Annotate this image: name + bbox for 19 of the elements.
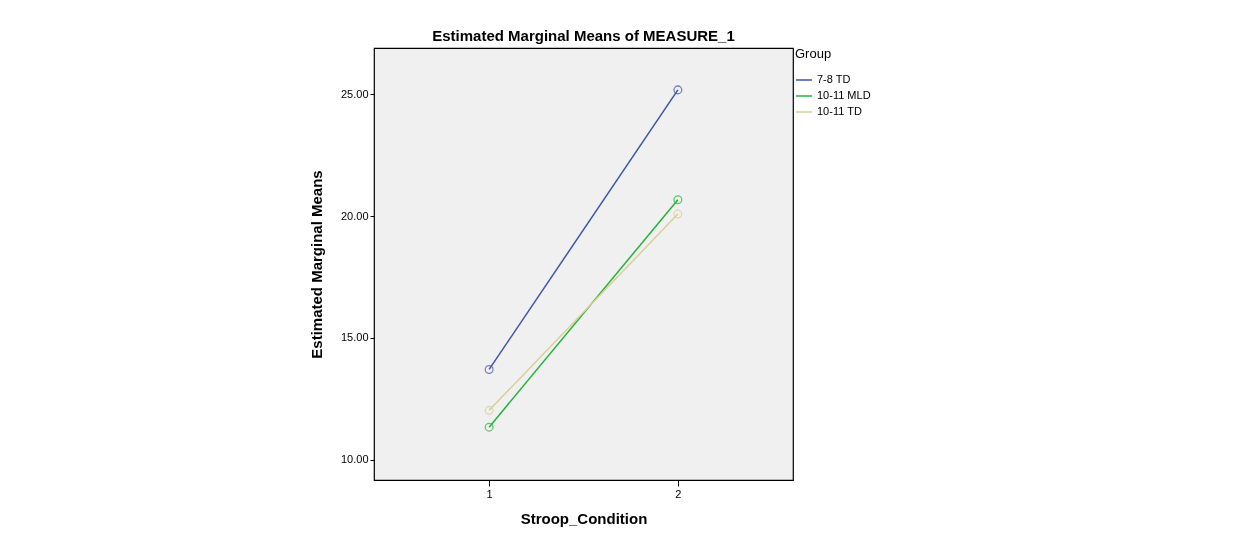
point [673,85,683,95]
y-tick-label: 20.00 [340,209,369,222]
y-axis-title: Estimated Marginal Means [307,170,325,359]
point [673,195,683,205]
x-tick-label: 2 [675,487,682,500]
legend-title: Group [795,46,832,61]
legend-label: 7-8 TD [817,73,851,85]
legend-label: 10-11 MLD [817,89,871,101]
y-tick-label: 10.00 [340,453,369,466]
point [484,422,494,432]
legend-label: 10-11 TD [817,105,862,117]
point [673,209,683,219]
chart-title: Estimated Marginal Means of MEASURE_1 [432,27,735,44]
y-tick-label: 25.00 [340,87,369,100]
y-tick-label: 15.00 [340,331,369,344]
x-tick-label: 1 [486,487,493,500]
x-axis-title: Stroop_Condition [520,509,648,527]
point [484,364,494,374]
point [484,405,494,415]
